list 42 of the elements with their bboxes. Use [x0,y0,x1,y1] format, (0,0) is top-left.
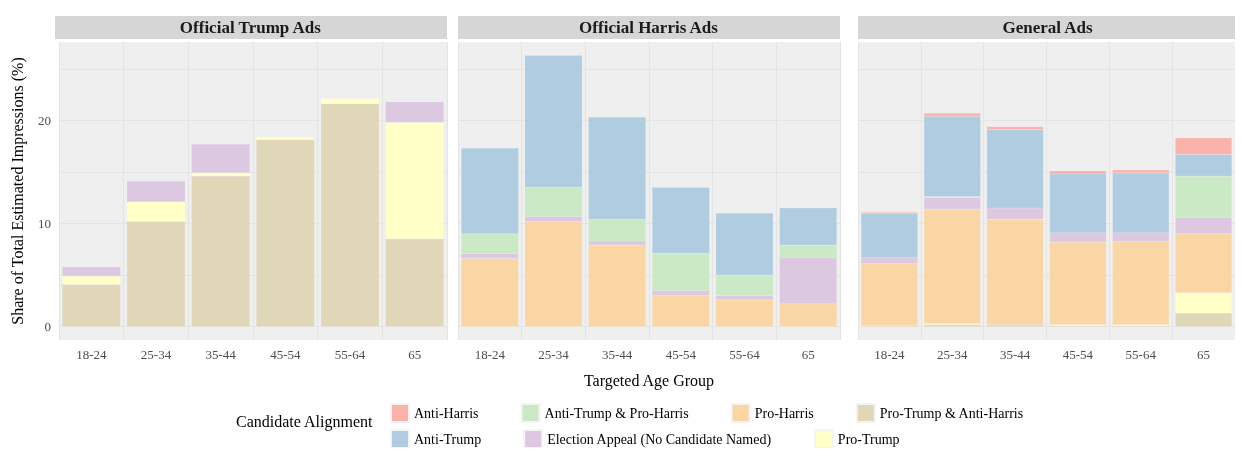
y-axis-title: Share of Total Estimated Impressions (%) [8,57,27,325]
x-tick-label: 45-54 [665,347,697,362]
y-tick-label: 10 [38,215,51,231]
x-tick-label: 18-24 [76,347,107,362]
legend-title: Candidate Alignment [236,412,373,431]
x-tick-label: 18-24 [874,347,906,362]
x-tick-label: 55-64 [334,347,366,362]
y-tick-label: 0 [44,319,51,335]
x-tick-label: 25-34 [538,347,570,362]
x-tick-label: 55-64 [729,347,761,362]
legend-label: Anti-Trump [414,431,482,447]
x-tick-label: 25-34 [937,347,968,362]
bar [715,299,774,327]
chart-title: General Ads [1002,18,1094,37]
bar [524,221,583,327]
bar [256,139,315,327]
legend-label: Anti-Harris [414,405,479,421]
legend-label: Pro-Harris [754,405,814,421]
x-tick-label: 45-54 [270,347,301,362]
x-tick-label: 35-44 [999,347,1031,362]
x-tick-label: 45-54 [1062,347,1094,362]
x-axis-title: Targeted Age Group [583,371,715,390]
x-tick-label: 25-34 [140,347,172,362]
bar [588,245,646,327]
chart-title: Official Harris Ads [579,18,719,37]
bar [191,176,250,327]
legend-label: Pro-Trump & Anti-Harris [879,405,1024,421]
x-tick-label: 65 [408,347,422,362]
bar [191,144,250,173]
legend-label: Anti-Trump & Pro-Harris [544,405,689,421]
x-tick-label: 65 [1197,347,1211,362]
x-tick-label: 35-44 [205,347,237,362]
x-tick-label: 18-24 [474,347,506,362]
legend-label: Pro-Trump [837,431,900,447]
bar [652,295,710,327]
bar [461,258,519,327]
chart-title: Official Trump Ads [179,18,322,37]
legend-label: Election Appeal (No Candidate Named) [547,431,772,448]
y-tick-label: 20 [38,112,51,128]
x-tick-label: 35-44 [601,347,633,362]
x-tick-label: 65 [801,347,815,362]
x-tick-label: 55-64 [1125,347,1157,362]
